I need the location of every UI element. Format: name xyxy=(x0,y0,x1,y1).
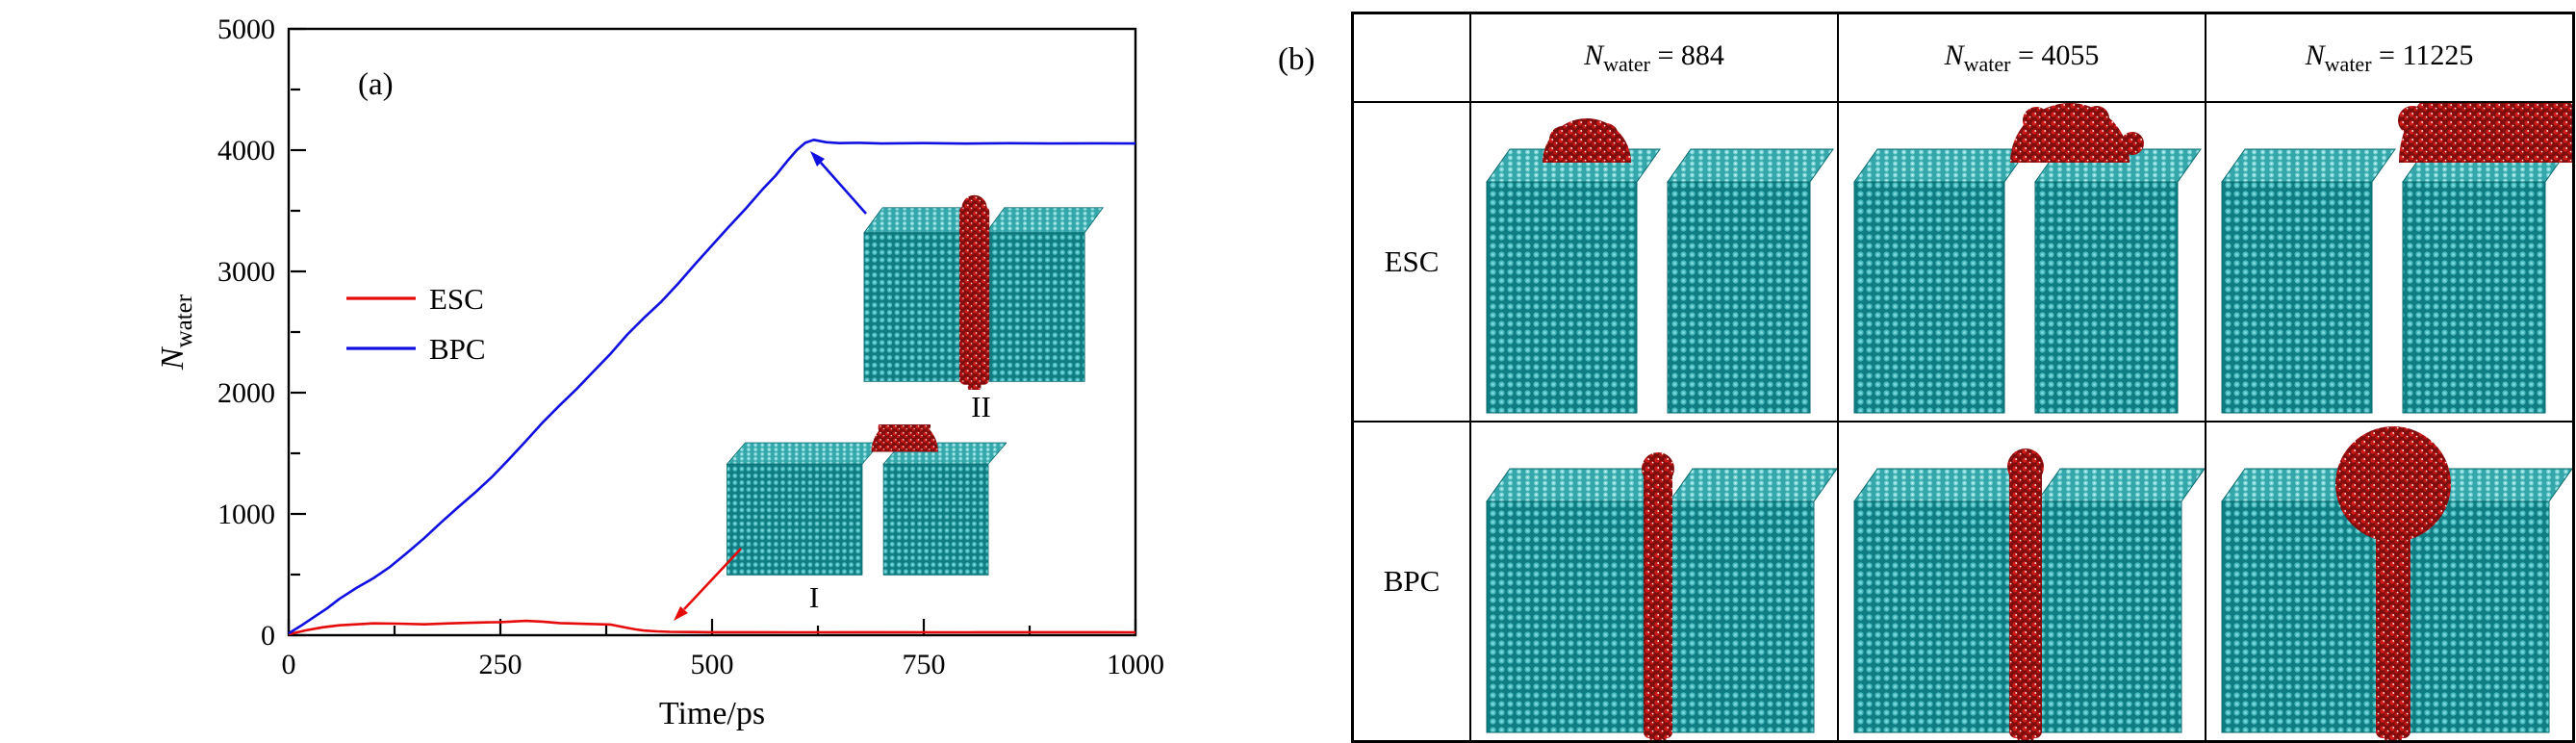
esc-snapshot-884 xyxy=(1469,101,1839,423)
nwater-subscript: water xyxy=(1603,51,1650,76)
panel-b: (b) Nwater = 884 Nwater = 4055 Nwater = … xyxy=(1266,0,2576,743)
nwater-symbol: N xyxy=(1584,38,1604,71)
y-tick-labels: 0 1000 2000 3000 4000 5000 xyxy=(217,13,275,652)
nwater-symbol: N xyxy=(2305,38,2325,71)
y-tick-label: 2000 xyxy=(217,377,275,409)
x-tick-label: 250 xyxy=(479,649,523,680)
y-tick-label: 1000 xyxy=(217,499,275,530)
y-tick-label: 3000 xyxy=(217,256,275,288)
water-droplet xyxy=(871,424,938,452)
water-droplet xyxy=(2010,103,2144,163)
axis-ticks xyxy=(287,27,1137,637)
crystal-slabs xyxy=(1853,468,2205,733)
inset-label-2: II xyxy=(971,390,991,423)
row-header-bpc: BPC xyxy=(1351,421,1471,743)
x-tick-labels: 0 250 500 750 1000 xyxy=(282,649,1165,680)
y-tick-label: 4000 xyxy=(217,135,275,167)
x-tick-label: 1000 xyxy=(1107,649,1164,680)
corner-cell xyxy=(1351,12,1471,103)
water-droplet xyxy=(2398,103,2572,163)
panel-b-label: (b) xyxy=(1278,42,1315,77)
snapshot-table: Nwater = 884 Nwater = 4055 Nwater = 1122… xyxy=(1351,12,2575,743)
panel-a-label: (a) xyxy=(358,67,394,102)
col-header-2: Nwater = 4055 xyxy=(1837,12,2206,103)
col-header-1: Nwater = 884 xyxy=(1469,12,1839,103)
col-header-3: Nwater = 11225 xyxy=(2205,12,2575,103)
bpc-row: BPC xyxy=(1351,421,2575,743)
inset-label-1: I xyxy=(808,580,820,614)
crystal-slabs xyxy=(1486,468,1837,733)
y-axis-title: Nwater xyxy=(155,294,197,371)
bpc-curve xyxy=(288,139,1136,635)
esc-row: ESC xyxy=(1351,101,2575,423)
y-tick-label: 0 xyxy=(261,620,275,652)
nwater-subscript: water xyxy=(1963,51,2011,76)
x-tick-label: 0 xyxy=(282,649,296,680)
table-header-row: Nwater = 884 Nwater = 4055 Nwater = 1122… xyxy=(1351,12,2575,103)
y-tick-label: 5000 xyxy=(217,13,275,45)
legend-label-esc: ESC xyxy=(429,282,484,316)
panel-a: 0 1000 2000 3000 4000 5000 0 250 500 750… xyxy=(0,0,1203,743)
crystal-slabs xyxy=(1853,148,2202,414)
water-column-and-ball xyxy=(2335,426,2451,740)
bpc-snapshot-4055 xyxy=(1837,421,2206,743)
row-header-esc: ESC xyxy=(1351,101,1471,423)
water-column xyxy=(1642,452,1674,740)
bpc-snapshot-884 xyxy=(1469,421,1839,743)
x-tick-label: 750 xyxy=(903,649,946,680)
inset-snapshot-esc: I xyxy=(718,424,1007,617)
nwater-value: = 11225 xyxy=(2371,38,2474,71)
esc-snapshot-11225 xyxy=(2205,101,2575,423)
x-axis-title: Time/ps xyxy=(659,696,765,731)
nwater-value: = 4055 xyxy=(2010,38,2100,71)
nwater-value: = 884 xyxy=(1649,38,1724,71)
bpc-inset-image xyxy=(863,194,1105,390)
nwater-symbol: N xyxy=(1944,38,1964,71)
crystal-slabs xyxy=(2221,148,2569,414)
legend-label-bpc: BPC xyxy=(429,332,486,366)
inset-snapshot-bpc: II xyxy=(855,181,1107,424)
esc-curve xyxy=(288,619,1136,636)
x-tick-label: 500 xyxy=(691,649,734,680)
water-column xyxy=(2007,448,2044,740)
water-column xyxy=(958,194,990,390)
esc-inset-image xyxy=(726,424,1007,576)
crystal-slabs xyxy=(863,207,1105,382)
esc-snapshot-4055 xyxy=(1837,101,2206,423)
water-droplet xyxy=(1543,118,1631,163)
legend: ESC BPC xyxy=(346,282,486,366)
nwater-subscript: water xyxy=(2324,51,2372,76)
crystal-slabs xyxy=(1486,148,1834,414)
bpc-snapshot-11225 xyxy=(2205,421,2575,743)
crystal-slabs xyxy=(726,442,1007,576)
